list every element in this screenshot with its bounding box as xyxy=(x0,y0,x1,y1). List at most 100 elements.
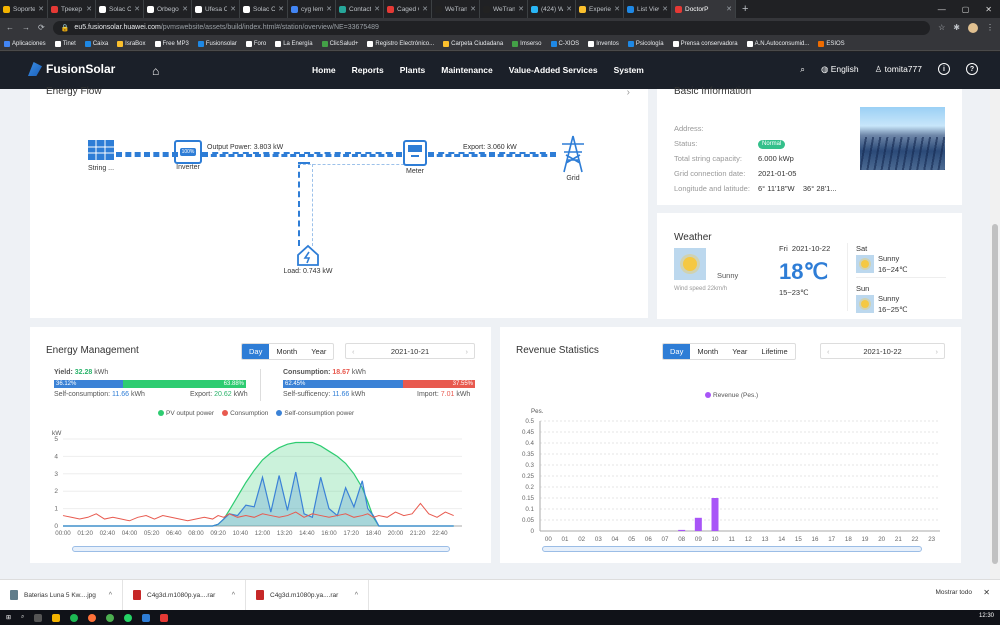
rev-tab-day[interactable]: Day xyxy=(663,344,691,359)
app-icon[interactable] xyxy=(142,613,151,622)
browser-tab[interactable]: WeTran ✕ xyxy=(432,0,480,18)
nav-item-system[interactable]: System xyxy=(613,65,644,75)
forward-icon[interactable]: → xyxy=(22,23,30,32)
em-date-picker[interactable]: ‹ 2021-10-21 › xyxy=(345,343,475,359)
browser-tab[interactable]: List View✕ xyxy=(624,0,672,18)
bookmark-item[interactable]: Free MP3 xyxy=(154,40,189,47)
browser-tab[interactable]: Solac C ✕ xyxy=(96,0,144,18)
revenue-date-picker[interactable]: ‹ 2021-10-22 › xyxy=(820,343,945,359)
profile-avatar[interactable] xyxy=(968,22,978,33)
tab-close-icon[interactable]: ✕ xyxy=(326,6,332,13)
browser-tab[interactable]: Caged C✕ xyxy=(384,0,432,18)
series-line-self[interactable] xyxy=(63,471,454,527)
user-menu[interactable]: ♙ tomita777 xyxy=(875,64,922,75)
search-icon[interactable]: ⌕ xyxy=(800,63,805,74)
load-node[interactable]: Load: 0.743 kW xyxy=(278,244,338,275)
bookmark-item[interactable]: Tinet xyxy=(54,40,76,47)
chevron-up-icon[interactable]: ^ xyxy=(108,591,112,599)
legend-self[interactable]: Self-consumption power xyxy=(276,410,354,417)
browser-tab[interactable]: DoctorP ✕ xyxy=(672,0,736,18)
close-downloads-icon[interactable]: ✕ xyxy=(983,588,990,597)
spotify-icon[interactable] xyxy=(70,613,79,622)
rev-tab-year[interactable]: Year xyxy=(732,347,748,356)
rev-tab-month[interactable]: Month xyxy=(697,347,719,356)
language-switcher[interactable]: ◍ English xyxy=(821,64,859,75)
show-all-downloads-button[interactable]: Mostrar todo xyxy=(935,589,973,596)
tab-close-icon[interactable]: ✕ xyxy=(86,6,92,13)
browser-tab[interactable]: Orbego ✕ xyxy=(144,0,192,18)
url-field[interactable]: 🔒 eu5.fusionsolar.huawei.com/pvmswebsite… xyxy=(52,20,931,35)
nav-item-home[interactable]: Home xyxy=(312,65,336,75)
meter-node[interactable]: Meter xyxy=(400,140,430,175)
chevron-right-icon[interactable]: › xyxy=(465,346,469,356)
browser-tab[interactable]: Contact ✕ xyxy=(336,0,384,18)
nav-item-value-added-services[interactable]: Value-Added Services xyxy=(508,65,598,75)
tab-close-icon[interactable]: ✕ xyxy=(470,6,476,13)
windows-start-icon[interactable]: ⊞ xyxy=(6,615,12,621)
task-view-icon[interactable] xyxy=(34,613,43,622)
legend-consumption[interactable]: Consumption xyxy=(222,410,268,417)
browser-menu-icon[interactable]: ⋮ xyxy=(986,23,994,32)
bookmark-item[interactable]: Aplicaciones xyxy=(4,40,46,47)
download-item[interactable]: Baterias Luna 5 Kw....jpg ^ xyxy=(0,579,123,611)
chevron-left-icon[interactable]: ‹ xyxy=(352,346,355,356)
tab-close-icon[interactable]: ✕ xyxy=(134,6,140,13)
bookmark-item[interactable]: La Energía xyxy=(275,40,313,47)
scrollbar-thumb[interactable] xyxy=(992,224,998,564)
tab-close-icon[interactable]: ✕ xyxy=(182,6,188,13)
browser-tab[interactable]: Soporte ✕ xyxy=(0,0,48,18)
bookmark-item[interactable]: ESIOS xyxy=(818,40,845,47)
download-item[interactable]: C4g3d.m1080p.ya....rar ^ xyxy=(246,579,369,611)
revenue-bar[interactable] xyxy=(678,529,686,531)
browser-tab[interactable]: (424) W ✕ xyxy=(528,0,576,18)
bookmark-item[interactable]: Prensa conservadora xyxy=(672,40,738,47)
file-explorer-icon[interactable] xyxy=(52,613,61,622)
tab-close-icon[interactable]: ✕ xyxy=(230,6,236,13)
tab-close-icon[interactable]: ✕ xyxy=(518,6,524,13)
rev-tab-lifetime[interactable]: Lifetime xyxy=(761,347,788,356)
info-icon[interactable]: i xyxy=(938,63,950,75)
new-tab-button[interactable]: + xyxy=(742,3,749,15)
chevron-up-icon[interactable]: ^ xyxy=(354,591,358,599)
series-line-consumption[interactable] xyxy=(62,502,454,522)
tab-close-icon[interactable]: ✕ xyxy=(278,6,284,13)
browser-tab[interactable]: Experie ✕ xyxy=(576,0,624,18)
legend-revenue[interactable]: Revenue (Pes.) xyxy=(705,392,758,399)
download-item[interactable]: C4g3d.m1080p.ya....rar ^ xyxy=(123,579,246,611)
search-icon[interactable]: ⌕ xyxy=(21,614,25,620)
brand-logo[interactable]: FusionSolar xyxy=(28,62,115,76)
grid-node[interactable]: Grid xyxy=(556,135,590,182)
reload-icon[interactable]: ⟳ xyxy=(38,23,45,32)
tab-close-icon[interactable]: ✕ xyxy=(422,6,428,13)
inverter-node[interactable]: 100% Inverter xyxy=(172,140,204,171)
em-tab-day[interactable]: Day xyxy=(242,344,270,359)
browser-tab[interactable]: cyg lem ✕ xyxy=(288,0,336,18)
revenue-chart-zoom-slider[interactable] xyxy=(542,546,922,552)
close-window-icon[interactable]: ✕ xyxy=(985,4,992,14)
bookmark-item[interactable]: Imserso xyxy=(512,40,542,47)
em-tab-month[interactable]: Month xyxy=(276,347,298,356)
bookmark-item[interactable]: A.N.Autoconsumid... xyxy=(746,40,809,47)
browser-tab[interactable]: Трекер ✕ xyxy=(48,0,96,18)
bookmark-item[interactable]: Registro Electrónico... xyxy=(367,40,434,47)
bookmark-item[interactable]: Inventos xyxy=(588,40,619,47)
bookmark-item[interactable]: Foro xyxy=(245,40,266,47)
bookmark-item[interactable]: Carpeta Ciudadana xyxy=(443,40,503,47)
maximize-icon[interactable]: ▢ xyxy=(961,4,970,14)
bookmark-item[interactable]: Psicología xyxy=(627,40,664,47)
help-icon[interactable]: ? xyxy=(966,63,978,75)
extensions-icon[interactable]: ✱ xyxy=(953,23,960,32)
page-scrollbar[interactable] xyxy=(990,89,1000,579)
tab-close-icon[interactable]: ✕ xyxy=(614,6,620,13)
bookmark-item[interactable]: C-XIOS xyxy=(550,40,579,47)
revenue-chart[interactable]: Pes. 0 0.05 0.1 0.15 0.2 0.25 0.3 0.35 0.4 0.45 0.5… xyxy=(500,403,961,541)
browser-tab[interactable]: Ufesa C ✕ xyxy=(192,0,240,18)
chevron-right-icon[interactable]: › xyxy=(626,87,630,98)
home-icon[interactable]: ⌂ xyxy=(152,64,160,78)
chrome-icon[interactable] xyxy=(106,613,115,622)
revenue-bar[interactable] xyxy=(711,498,719,531)
browser-tab[interactable]: Solac C ✕ xyxy=(240,0,288,18)
nav-item-plants[interactable]: Plants xyxy=(399,65,426,75)
string-node[interactable]: String ... xyxy=(84,139,118,172)
revenue-bar[interactable] xyxy=(694,517,702,531)
